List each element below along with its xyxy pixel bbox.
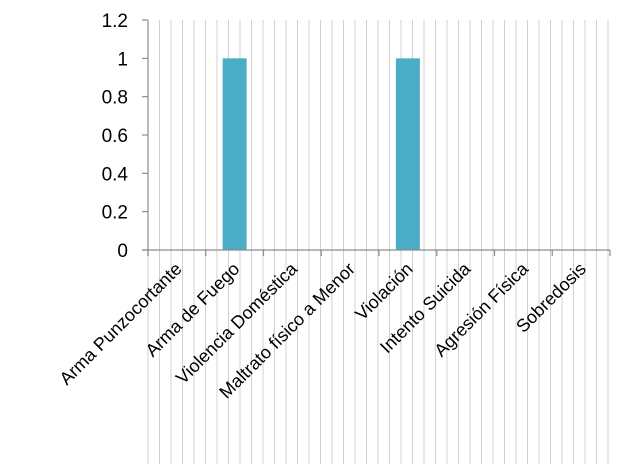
y-tick-label: 0 — [117, 241, 128, 262]
y-tick-label: 0.2 — [102, 203, 128, 224]
axes — [142, 20, 611, 256]
y-tick-label: 0.8 — [102, 88, 128, 109]
vertical-grid — [147, 20, 609, 464]
y-tick-label: 0.6 — [102, 126, 128, 147]
y-tick-label: 1.2 — [102, 11, 128, 32]
bar-series — [222, 58, 420, 251]
bar — [222, 58, 247, 251]
y-axis-ticks: 0 0.2 0.4 0.6 0.8 1 1.2 — [102, 11, 148, 262]
y-tick-label: 1 — [117, 49, 128, 70]
bar — [395, 58, 420, 251]
y-tick-label: 0.4 — [102, 164, 129, 185]
